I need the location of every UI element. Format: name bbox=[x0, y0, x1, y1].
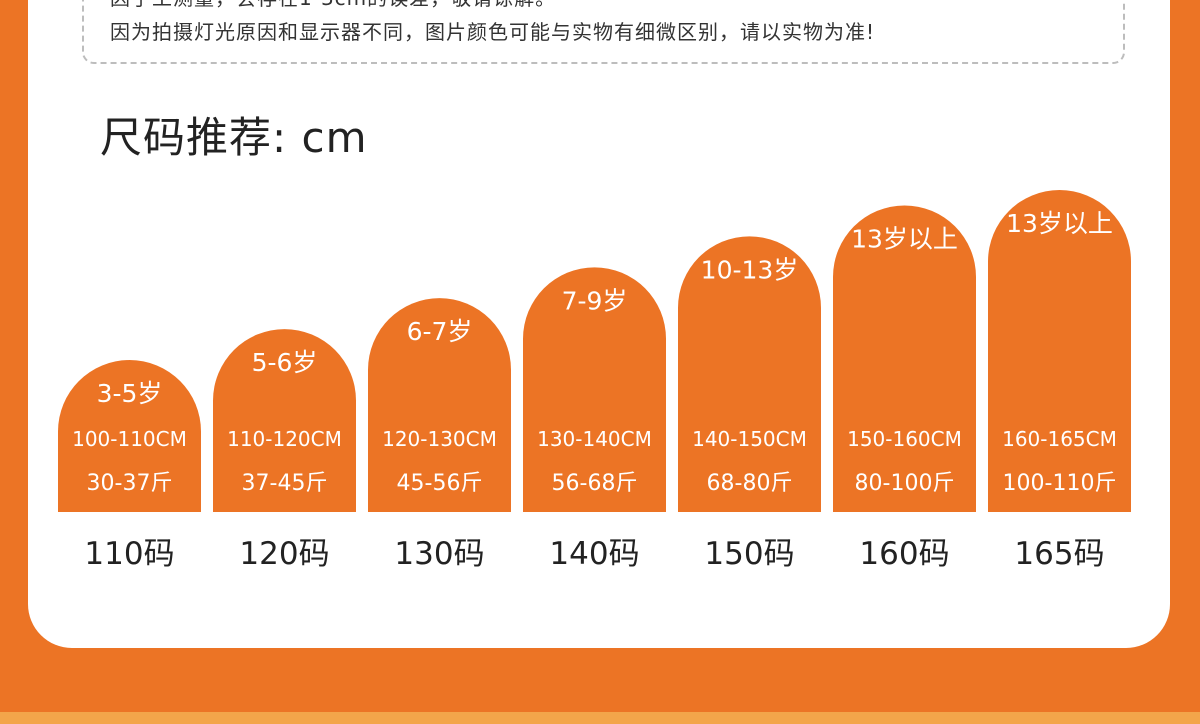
age-label: 13岁以上 bbox=[1006, 209, 1113, 238]
size-bar-group: 13岁以上 160-165CM 100-110斤 165码 bbox=[988, 190, 1131, 572]
age-label: 6-7岁 bbox=[407, 317, 473, 346]
age-label: 5-6岁 bbox=[252, 348, 318, 377]
height-range-label: 110-120CM bbox=[227, 427, 342, 451]
age-label: 13岁以上 bbox=[851, 224, 958, 253]
size-bar-group: 10-13岁 140-150CM 68-80斤 150码 bbox=[678, 236, 821, 572]
size-bar bbox=[833, 205, 976, 512]
size-category-label: 150码 bbox=[704, 536, 794, 572]
section-title: 尺码推荐: cm bbox=[100, 113, 368, 162]
size-bar-group: 6-7岁 120-130CM 45-56斤 130码 bbox=[368, 298, 511, 572]
size-bar bbox=[678, 236, 821, 512]
height-range-label: 150-160CM bbox=[847, 427, 962, 451]
age-label: 10-13岁 bbox=[701, 255, 799, 284]
size-bar-group: 7-9岁 130-140CM 56-68斤 140码 bbox=[523, 267, 666, 572]
weight-range-label: 37-45斤 bbox=[242, 471, 328, 496]
size-category-label: 110码 bbox=[84, 536, 174, 572]
notice-line-measurement: 因手工测量，会存在1-3cm的误差，敬请谅解。 bbox=[110, 0, 556, 11]
size-bar-group: 3-5岁 100-110CM 30-37斤 110码 bbox=[58, 360, 201, 572]
size-bar bbox=[368, 298, 511, 512]
height-range-label: 130-140CM bbox=[537, 427, 652, 451]
size-category-label: 140码 bbox=[549, 536, 639, 572]
height-range-label: 160-165CM bbox=[1002, 427, 1117, 451]
weight-range-label: 100-110斤 bbox=[1003, 471, 1117, 496]
size-category-label: 130码 bbox=[394, 536, 484, 572]
size-bar-group: 13岁以上 150-160CM 80-100斤 160码 bbox=[833, 205, 976, 572]
size-bar bbox=[523, 267, 666, 512]
size-bar-group: 5-6岁 110-120CM 37-45斤 120码 bbox=[213, 329, 356, 572]
notice-box bbox=[82, 0, 1125, 64]
size-bar bbox=[213, 329, 356, 512]
size-bar bbox=[58, 360, 201, 512]
size-category-label: 120码 bbox=[239, 536, 329, 572]
age-label: 7-9岁 bbox=[562, 286, 628, 315]
height-range-label: 100-110CM bbox=[72, 427, 187, 451]
weight-range-label: 56-68斤 bbox=[552, 471, 638, 496]
bottom-strip bbox=[0, 712, 1200, 724]
weight-range-label: 80-100斤 bbox=[855, 471, 955, 496]
height-range-label: 140-150CM bbox=[692, 427, 807, 451]
size-bar bbox=[988, 190, 1131, 512]
weight-range-label: 30-37斤 bbox=[87, 471, 173, 496]
weight-range-label: 68-80斤 bbox=[707, 471, 793, 496]
height-range-label: 120-130CM bbox=[382, 427, 497, 451]
weight-range-label: 45-56斤 bbox=[397, 471, 483, 496]
size-category-label: 165码 bbox=[1014, 536, 1104, 572]
notice-line-color: 因为拍摄灯光原因和显示器不同，图片颜色可能与实物有细微区别，请以实物为准! bbox=[110, 20, 876, 44]
age-label: 3-5岁 bbox=[97, 379, 163, 408]
size-category-label: 160码 bbox=[859, 536, 949, 572]
